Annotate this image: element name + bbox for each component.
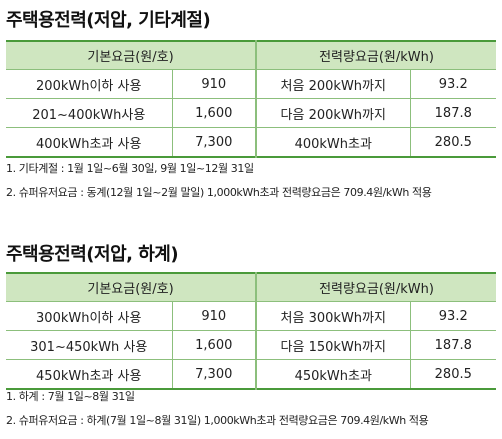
basic-desc-cell: 300kWh이하 사용 [6,301,173,331]
header-energy-charge: 전력량요금(원/kWh) [255,272,497,302]
energy-value-cell: 187.8 [409,330,497,360]
table-header-row: 기본요금(원/호) 전력량요금(원/kWh) [6,272,497,302]
basic-value-cell: 910 [171,69,257,99]
basic-value-cell: 1,600 [171,330,257,360]
rate-table: 기본요금(원/호) 전력량요금(원/kWh) 300kWh이하 사용 910 처… [6,272,497,390]
footnote: 1. 기타계절 : 1월 1일~6월 30일, 9월 1일~12월 31일 [6,162,254,175]
table-row: 301~450kWh 사용 1,600 다음 150kWh까지 187.8 [6,330,497,360]
header-energy-charge: 전력량요금(원/kWh) [255,40,497,70]
basic-desc-cell: 450kWh초과 사용 [6,359,173,390]
energy-desc-cell: 400kWh초과 [255,127,411,158]
energy-desc-cell: 처음 300kWh까지 [255,301,411,331]
energy-desc-cell: 처음 200kWh까지 [255,69,411,99]
basic-desc-cell: 201~400kWh사용 [6,98,173,128]
basic-value-cell: 1,600 [171,98,257,128]
header-basic-charge: 기본요금(원/호) [6,40,257,70]
rate-table: 기본요금(원/호) 전력량요금(원/kWh) 200kWh이하 사용 910 처… [6,40,497,158]
basic-value-cell: 7,300 [171,359,257,390]
basic-value-cell: 910 [171,301,257,331]
section-title: 주택용전력(저압, 기타계절) [6,10,211,31]
footnote: 2. 슈퍼유저요금 : 하계(7월 1일~8월 31일) 1,000kWh초과 … [6,414,429,427]
energy-desc-cell: 450kWh초과 [255,359,411,390]
section-title: 주택용전력(저압, 하계) [6,244,179,265]
energy-value-cell: 93.2 [409,301,497,331]
energy-value-cell: 280.5 [409,359,497,390]
footnote: 2. 슈퍼유저요금 : 동계(12월 1일~2월 말일) 1,000kWh초과 … [6,186,432,199]
table-row: 450kWh초과 사용 7,300 450kWh초과 280.5 [6,359,497,390]
footnote: 1. 하계 : 7월 1일~8월 31일 [6,390,135,403]
table-header-row: 기본요금(원/호) 전력량요금(원/kWh) [6,40,497,70]
table-row: 200kWh이하 사용 910 처음 200kWh까지 93.2 [6,69,497,99]
table-row: 400kWh초과 사용 7,300 400kWh초과 280.5 [6,127,497,158]
basic-desc-cell: 301~450kWh 사용 [6,330,173,360]
basic-desc-cell: 400kWh초과 사용 [6,127,173,158]
energy-desc-cell: 다음 200kWh까지 [255,98,411,128]
table-row: 201~400kWh사용 1,600 다음 200kWh까지 187.8 [6,98,497,128]
energy-value-cell: 93.2 [409,69,497,99]
header-basic-charge: 기본요금(원/호) [6,272,257,302]
basic-value-cell: 7,300 [171,127,257,158]
energy-desc-cell: 다음 150kWh까지 [255,330,411,360]
energy-value-cell: 280.5 [409,127,497,158]
energy-value-cell: 187.8 [409,98,497,128]
basic-desc-cell: 200kWh이하 사용 [6,69,173,99]
table-row: 300kWh이하 사용 910 처음 300kWh까지 93.2 [6,301,497,331]
